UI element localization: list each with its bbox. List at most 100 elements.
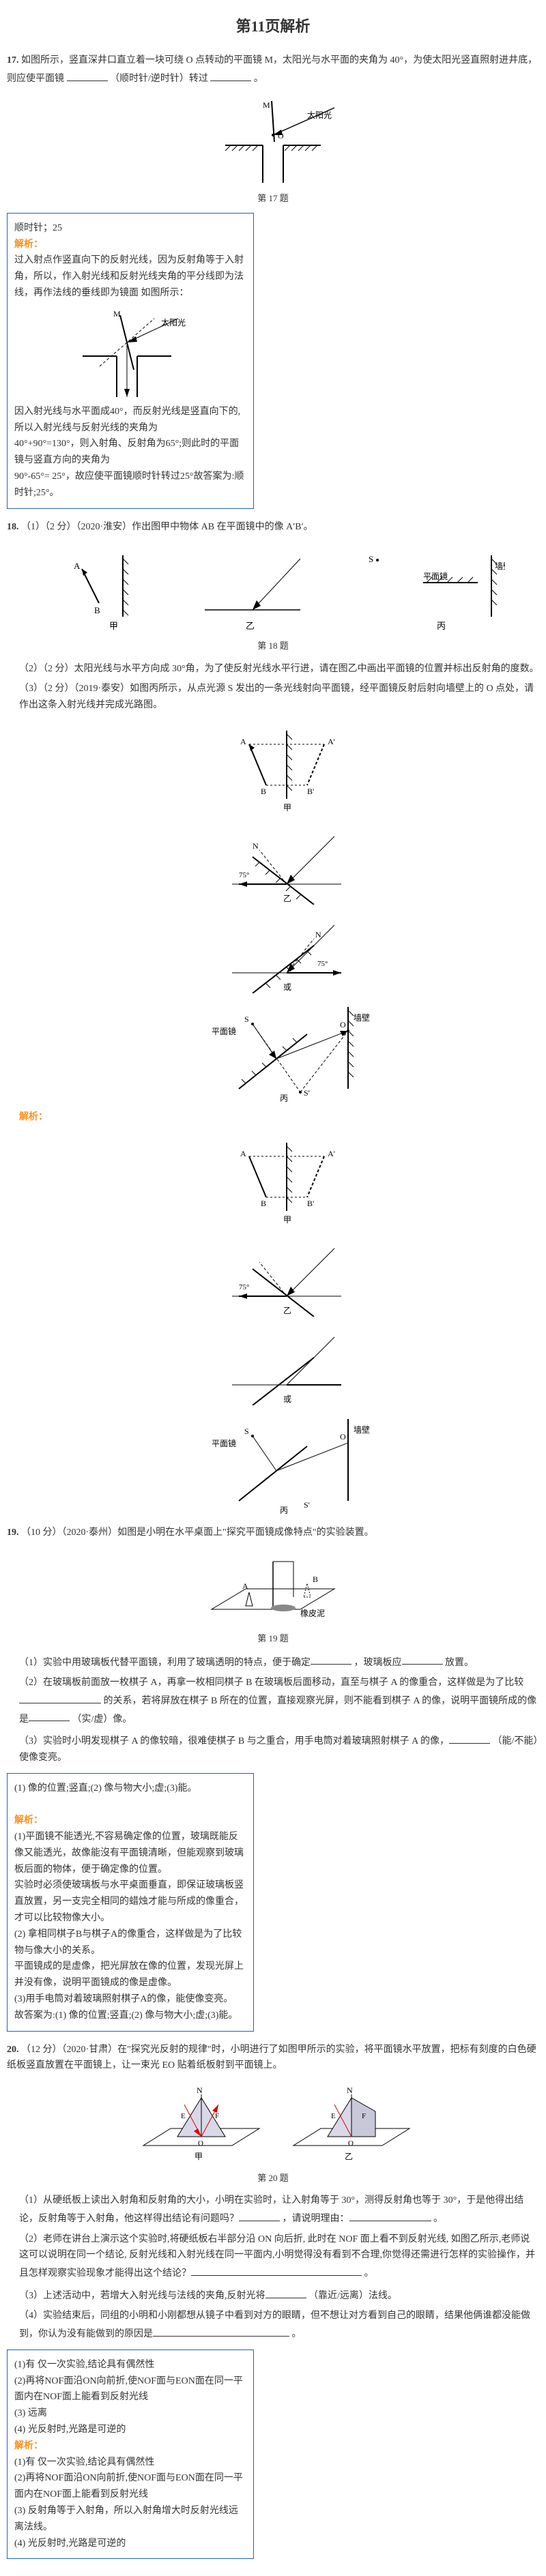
- q19-answer: (1) 像的位置;竖直;(2) 像与物大小;虚;(3)能。: [14, 1781, 246, 1797]
- q18-explain-label: 解析：: [7, 1109, 539, 1126]
- q19-head: （10 分）（2020·泰州）如图是小明在水平桌面上"探究平面镜成像特点"的实验…: [21, 1527, 374, 1538]
- svg-text:F: F: [362, 2112, 366, 2120]
- q20-head: （12 分）（2020·甘肃）在"探究光反射的规律"时，小明进行了如图甲所示的实…: [7, 2045, 536, 2071]
- q19-t3: (2) 拿相同棋子B与棋子A的像重合，这样做是为了比较物与像大小的关系。: [14, 1927, 246, 1959]
- q20-p4: （4）实验结束后，同组的小明和小刚都想从镜子中看到对方的眼睛，但不想让对方看到自…: [7, 2308, 539, 2342]
- question-18: 18. （1）（2 分）（2020·淮安）作出图甲中物体 AB 在平面镜中的像 …: [7, 519, 539, 1514]
- svg-text:N: N: [315, 930, 321, 939]
- svg-text:丙: 丙: [437, 621, 446, 631]
- q20-num: 20.: [7, 2045, 19, 2055]
- q17-text3: 。: [254, 74, 263, 84]
- q18-solution-figs-repeat: A B A' B' 甲 75° 乙 或 平面镜 S: [7, 1132, 539, 1514]
- svg-text:N: N: [197, 2085, 203, 2095]
- page-title: 第11页解析: [7, 14, 539, 39]
- svg-text:A: A: [240, 1149, 246, 1158]
- svg-text:E: E: [331, 2112, 336, 2120]
- q18-part3: （3）（2 分）（2019·泰安）如图丙所示，从点光源 S 发出的一条光线射向平…: [7, 681, 539, 714]
- svg-text:乙: 乙: [345, 2152, 353, 2161]
- q18-caption: 第 18 题: [7, 639, 539, 654]
- q18-solution-figs: A B A' B' 甲 N 75° 乙 N: [7, 720, 539, 1102]
- svg-text:甲: 甲: [283, 803, 291, 813]
- q19-p2: （2）在玻璃板前面放一枚棋子 A，再拿一枚相同棋子 B 在玻璃板后面移动，直至与…: [7, 1675, 539, 1727]
- q17-answer: 顺时针；25: [14, 220, 246, 237]
- q18-num: 18.: [7, 522, 19, 532]
- svg-text:橡皮泥: 橡皮泥: [300, 1609, 325, 1618]
- q18-part2: （2）（2 分）太阳光线与水平方向成 30°角，为了使反射光线水平行进，请在图乙…: [7, 661, 539, 677]
- question-20: 20. （12 分）（2020·甘肃）在"探究光反射的规律"时，小明进行了如图甲…: [7, 2042, 539, 2560]
- q19-t1: (1)平面镜不能透光,不容易确定像的位置，玻璃既能反像又能透光，故像能沒有平面镜…: [14, 1829, 246, 1877]
- q20-explain-label: 解析：: [14, 2438, 246, 2455]
- svg-text:F: F: [215, 2112, 219, 2120]
- svg-text:75°: 75°: [239, 1283, 249, 1291]
- q19-num: 19.: [7, 1527, 19, 1538]
- svg-text:或: 或: [283, 982, 291, 992]
- q20-a1: (1)有 仅一次实验,结论具有偶然性: [14, 2357, 246, 2373]
- svg-text:A': A': [328, 737, 335, 746]
- svg-text:M: M: [113, 309, 121, 319]
- svg-text:A: A: [242, 1581, 248, 1591]
- q17-explain-label: 解析：: [14, 237, 246, 253]
- svg-text:S: S: [244, 1426, 249, 1436]
- q19-t6: 故答案为:(1) 像的位置;竖直;(2) 像与物大小;虚;(3)能。: [14, 2008, 246, 2024]
- q17-explain-p1: 过入射点作竖直向下的反射光线，因为反射角等于入射角，所以，作入射光线和反射光线夹…: [14, 252, 246, 301]
- q19-solution-box: (1) 像的位置;竖直;(2) 像与物大小;虚;(3)能。 解析： (1)平面镜…: [7, 1773, 254, 2032]
- svg-text:A: A: [74, 561, 81, 571]
- svg-text:乙: 乙: [246, 621, 255, 631]
- q19-p1: （1）实验中用玻璃板代替平面镜，利用了玻璃透明的特点，便于确定 ，玻璃板应 放置…: [7, 1653, 539, 1671]
- svg-text:O: O: [348, 2139, 354, 2148]
- label-sun: 太阳光: [307, 110, 332, 120]
- q17-p5: 90°-65°= 25°，故应使平面镜顺时针转过25°故答案为:顺时针;25°。: [14, 469, 246, 501]
- q20-figure: N E F O 甲 N E F O 乙 第 20 题: [7, 2081, 539, 2186]
- q20-a2: (2)再将NOF面沿ON向前折,使NOF面与EON面在同一平面内在NOF面上能看…: [14, 2373, 246, 2406]
- svg-text:平面镜: 平面镜: [212, 1438, 236, 1448]
- q20-t4: (4) 光反射时,光路是可逆的: [14, 2536, 246, 2552]
- q19-t5: (3)用手电筒对着玻璃照射棋子A的像，能使像变亮。: [14, 1991, 246, 2008]
- svg-text:B': B': [307, 787, 314, 796]
- svg-text:太阳光: 太阳光: [161, 317, 186, 327]
- svg-text:A: A: [240, 737, 246, 746]
- q19-t2: 实验时必须使玻璃板与水平桌面垂直，即保证玻璃板竖直放置，另一支完全相同的蜡烛才能…: [14, 1877, 246, 1926]
- q20-a4: (4) 光反射时,光路是可逆的: [14, 2422, 246, 2438]
- svg-text:丙: 丙: [280, 1094, 288, 1102]
- q20-caption: 第 20 题: [7, 2171, 539, 2186]
- q19-t4: 平面镜成的是虚像，把光屏放在像的位置，发现光屏上并没有像，说明平面镜成的像是虚像…: [14, 1959, 246, 1991]
- svg-text:S: S: [369, 554, 373, 564]
- svg-text:甲: 甲: [283, 1215, 291, 1225]
- svg-text:平面镜: 平面镜: [212, 1026, 236, 1036]
- label-O: O: [278, 131, 284, 141]
- svg-text:O: O: [340, 1432, 346, 1441]
- question-17: 17. 如图所示，竖直深井口直立着一块可绕 O 点转动的平面镜 M，太阳光与水平…: [7, 53, 539, 508]
- label-M: M: [263, 100, 270, 110]
- svg-text:75°: 75°: [239, 871, 249, 879]
- svg-text:O: O: [340, 1020, 346, 1029]
- q17-p4: 40°+90°=130°，则入射角、反射角为65°;则此时的平面镜与竖直方向的夹…: [14, 436, 246, 469]
- q17-fig-caption: 第 17 题: [7, 191, 539, 206]
- svg-text:S: S: [244, 1014, 249, 1024]
- svg-text:平面镜: 平面镜: [423, 571, 448, 581]
- q17-text2: （顺时针/逆时针）转过: [110, 74, 208, 84]
- q18-figures: A B 甲 乙 S 平面镜 墙壁 丙 第 18 题: [7, 542, 539, 654]
- svg-text:乙: 乙: [283, 894, 291, 903]
- svg-text:S': S': [304, 1500, 310, 1510]
- svg-text:墙壁: 墙壁: [495, 561, 505, 571]
- svg-text:B': B': [307, 1199, 314, 1208]
- svg-text:丙: 丙: [280, 1506, 288, 1514]
- svg-text:75°: 75°: [317, 960, 328, 968]
- svg-text:甲: 甲: [109, 621, 118, 631]
- q17-p2: 因入射光线与水平面成40°，而反射光线是竖直向下的,: [14, 404, 246, 420]
- q19-caption: 第 19 题: [7, 1631, 539, 1646]
- svg-text:甲: 甲: [195, 2152, 203, 2161]
- svg-text:B: B: [313, 1575, 318, 1584]
- q18-part1: （1）（2 分）（2020·淮安）作出图甲中物体 AB 在平面镜中的像 A′B′…: [21, 522, 313, 532]
- q17-blank2: [210, 69, 251, 81]
- q17-solution-box: 顺时针；25 解析： 过入射点作竖直向下的反射光线，因为反射角等于入射角，所以，…: [7, 213, 254, 509]
- q19-explain-label: 解析：: [14, 1813, 246, 1829]
- svg-text:墙壁: 墙壁: [354, 1012, 370, 1023]
- q17-solution-fig: M 太阳光: [62, 302, 199, 404]
- svg-text:墙壁: 墙壁: [354, 1424, 370, 1435]
- svg-text:A': A': [328, 1149, 335, 1158]
- q17-p3: 所以入射光线与反射光线的夹角为: [14, 420, 246, 437]
- q17-figure: M 太阳光 O 第 17 题: [7, 94, 539, 206]
- svg-text:乙: 乙: [283, 1306, 291, 1315]
- svg-text:或: 或: [283, 1394, 291, 1404]
